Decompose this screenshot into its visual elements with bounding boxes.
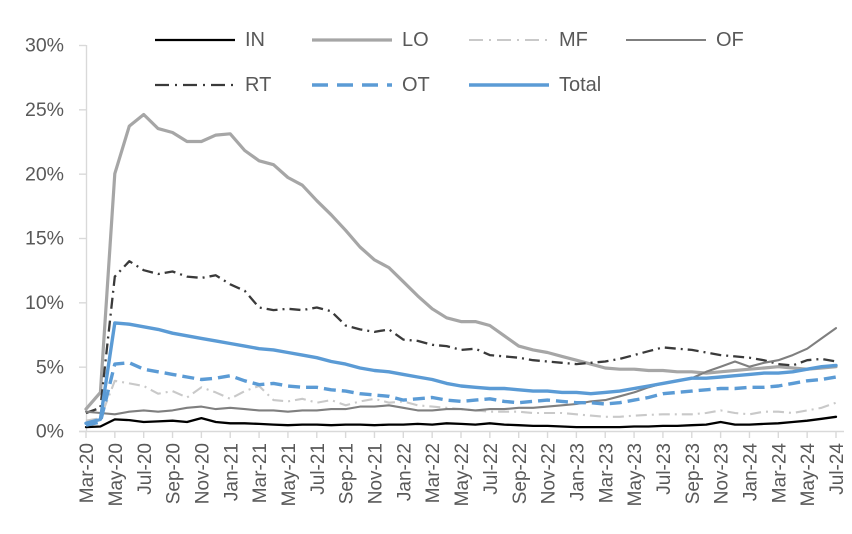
line-swatch-svg	[469, 83, 549, 87]
legend-label: RT	[245, 74, 272, 96]
legend-item-mf: MF	[469, 28, 626, 52]
legend-item-total: Total	[469, 73, 626, 97]
line-swatch-icon	[155, 36, 235, 44]
x-axis-label: Jan-21	[221, 443, 242, 501]
legend-label: IN	[245, 29, 265, 51]
legend-item-of: OF	[626, 28, 783, 52]
x-axis-label: Mar-22	[423, 443, 444, 503]
x-axis-label: May-22	[452, 443, 473, 506]
x-axis-label: Jan-24	[741, 443, 762, 502]
legend-item-in: IN	[155, 28, 312, 52]
legend-label: LO	[402, 29, 429, 51]
legend-label: Total	[559, 74, 602, 96]
legend-label: OF	[716, 29, 744, 51]
line-swatch-icon	[312, 81, 392, 89]
legend-item-rt: RT	[155, 73, 312, 97]
x-axis-label: Jan-23	[567, 443, 588, 501]
series-line-ot	[85, 361, 837, 427]
x-axis-label: Mar-23	[596, 443, 617, 503]
x-axis-label: Sep-23	[683, 443, 704, 504]
y-axis-label: 5%	[36, 356, 64, 378]
legend-label: MF	[559, 29, 588, 51]
line-swatch-svg	[312, 83, 392, 87]
chart-legend: IN LO MF OF RT OT	[155, 26, 783, 99]
y-axis-label: 10%	[25, 292, 64, 314]
series-line-total	[84, 321, 838, 425]
x-axis-label: Jul-21	[308, 443, 329, 495]
legend-label: OT	[402, 74, 430, 96]
series-line-lo	[84, 112, 838, 411]
line-swatch-icon	[155, 81, 235, 89]
x-axis-label: Sep-21	[337, 443, 358, 504]
line-swatch-svg	[626, 38, 706, 42]
x-axis-label: Mar-21	[250, 443, 271, 503]
line-swatch-svg	[312, 38, 392, 42]
line-swatch-icon	[469, 36, 549, 44]
series-line-of	[84, 327, 838, 416]
legend-row-2: RT OT Total	[155, 71, 783, 99]
line-swatch-svg	[155, 83, 235, 87]
x-axis-label: May-21	[279, 443, 300, 506]
x-axis-label: May-23	[625, 443, 646, 506]
x-axis-label: Nov-23	[712, 443, 733, 504]
line-swatch-svg	[469, 38, 549, 42]
x-axis-label: Sep-20	[164, 443, 185, 504]
y-axis-label: 20%	[25, 163, 64, 185]
x-axis-label: Jul-24	[827, 443, 848, 495]
line-swatch-svg	[155, 38, 235, 42]
x-axis-label: Sep-22	[510, 443, 531, 504]
x-axis-label: Jul-23	[654, 443, 675, 495]
x-axis-label: May-20	[106, 443, 127, 506]
x-axis-label: Jan-22	[394, 443, 415, 501]
legend-item-lo: LO	[312, 28, 469, 52]
line-swatch-icon	[469, 81, 549, 89]
y-axis-label: 0%	[36, 421, 64, 443]
legend-row-1: IN LO MF OF	[155, 26, 783, 54]
line-swatch-icon	[626, 36, 706, 44]
x-axis-label: Mar-24	[769, 443, 790, 504]
x-axis-label: Nov-21	[366, 443, 387, 504]
x-axis-label: Jul-20	[135, 443, 156, 495]
y-axis-label: 30%	[25, 35, 64, 57]
legend-item-ot: OT	[312, 73, 469, 97]
y-axis-label: 15%	[25, 228, 64, 250]
x-axis-label: May-24	[798, 443, 819, 507]
series-line-in	[84, 415, 838, 429]
y-axis-label: 25%	[25, 99, 64, 121]
x-axis-label: Jul-22	[481, 443, 502, 495]
x-axis-label: Mar-20	[77, 443, 98, 503]
x-axis-label: Nov-20	[192, 443, 213, 504]
x-axis-label: Nov-22	[539, 443, 560, 504]
line-swatch-icon	[312, 36, 392, 44]
series-line-rt	[85, 260, 837, 415]
